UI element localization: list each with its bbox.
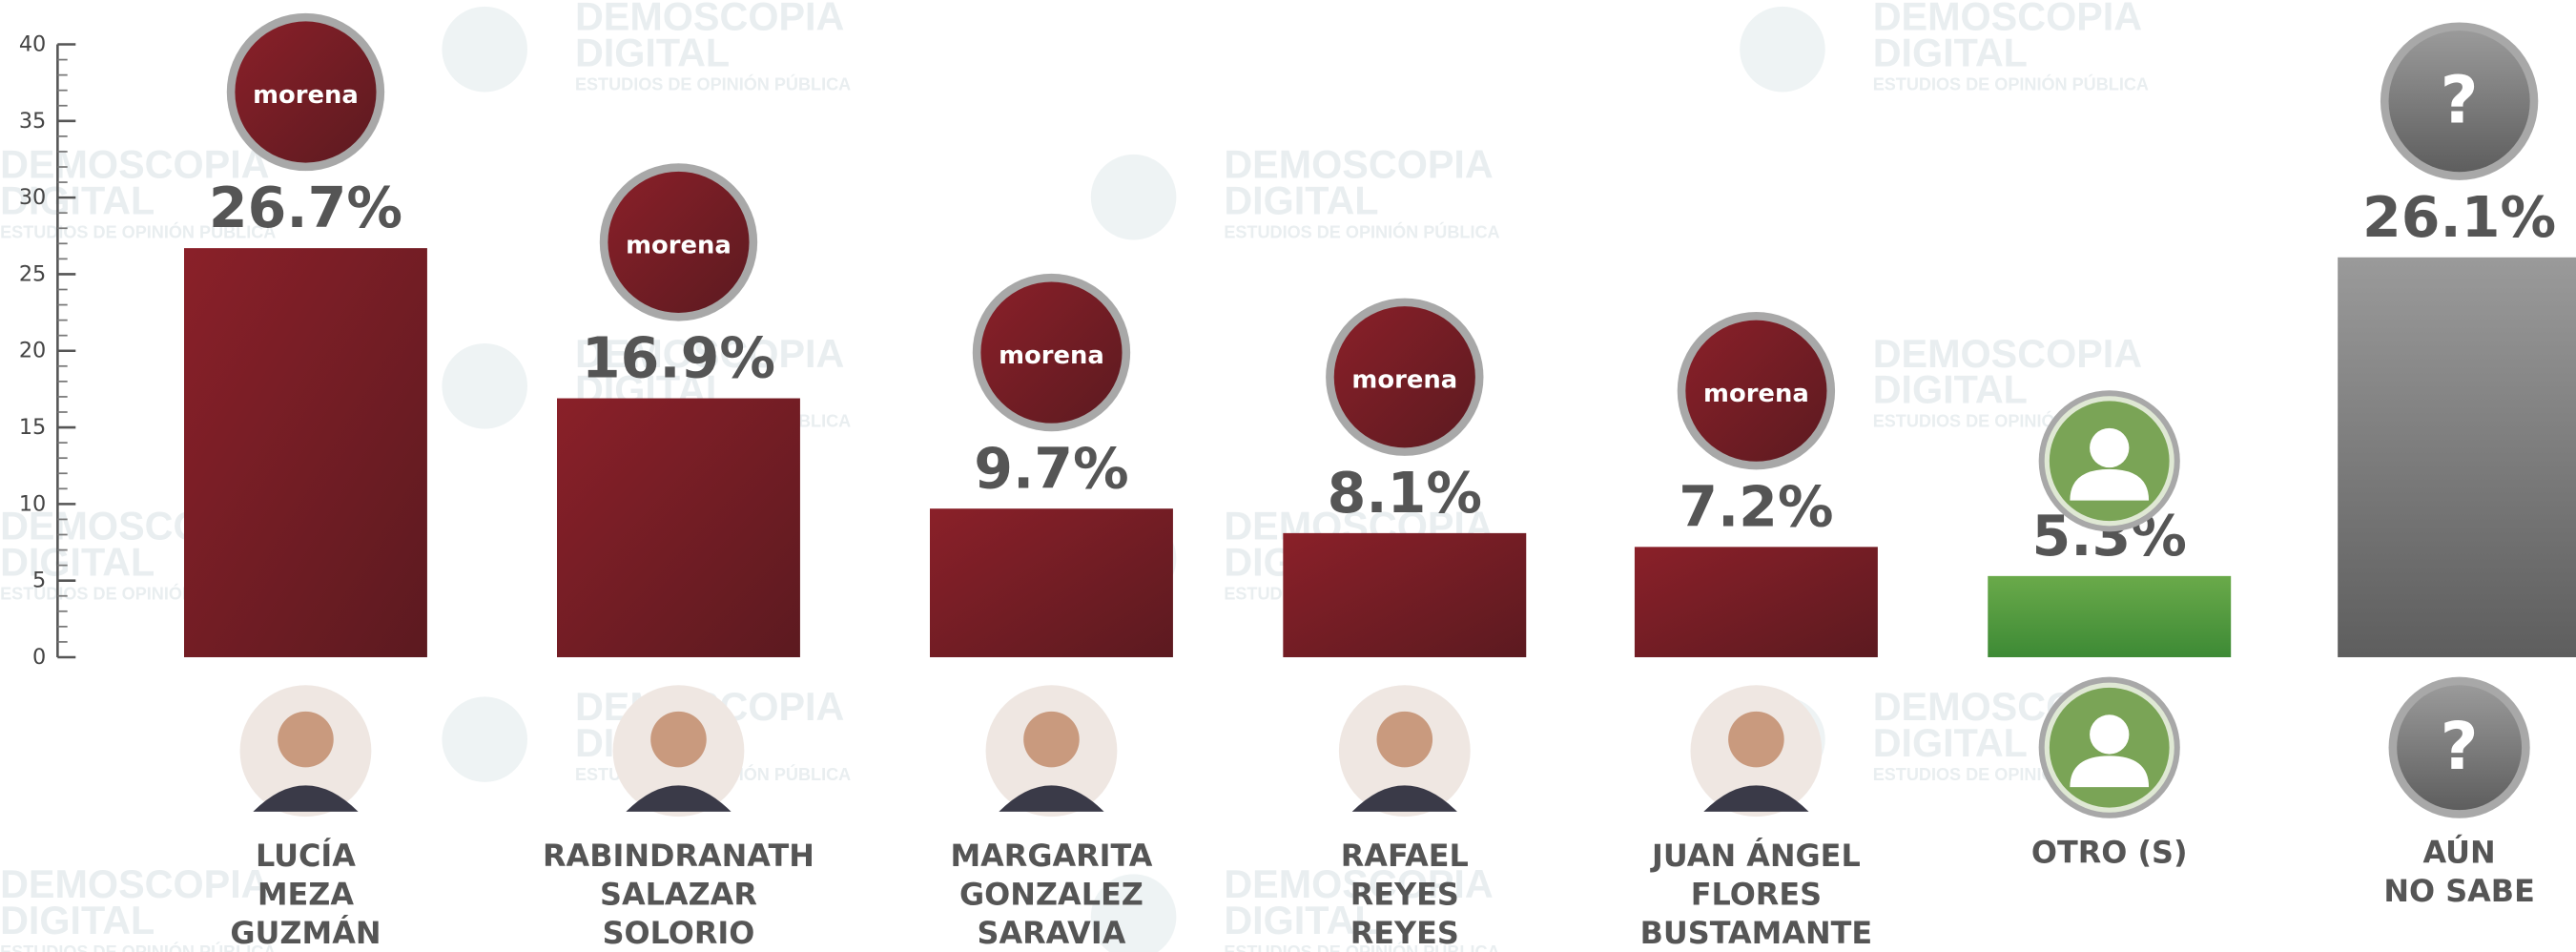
watermark-brand: DIGITAL [1873,368,2028,412]
watermark-brand: DEMOSCOPIA [0,862,269,906]
y-tick-label: 25 [19,261,46,286]
candidate-photo-body [999,785,1104,812]
candidate-photo-body [1703,785,1809,812]
person-icon [2070,468,2150,501]
candidate-photo-face [650,711,707,768]
watermark-brand: DEMOSCOPIA [1224,862,1493,906]
badge [1685,320,1827,462]
y-tick-label: 35 [19,108,46,133]
watermark-logo [442,342,527,429]
badge-label: morena [253,80,359,109]
watermark-tagline: ESTUDIOS DE OPINIÓN PÚBLICA [0,942,276,952]
candidate-photo-body [253,785,359,812]
y-tick-label: 15 [19,415,46,440]
watermark-brand: DEMOSCOPIA [1873,332,2142,376]
watermark-logo [1740,6,1825,93]
bar [1283,532,1527,657]
watermark-logo [442,6,527,93]
bar [1634,547,1878,657]
badge-label: morena [999,341,1104,369]
watermark-tagline: ESTUDIOS DE OPINIÓN PÚBLICA [0,221,276,241]
watermark-tagline: ESTUDIOS DE OPINIÓN PÚBLICA [1224,221,1499,241]
badge [608,171,750,313]
category-label: LUCÍA MEZA GUZMÁN [230,838,381,951]
candidate-photo-face [1023,711,1080,768]
candidate-photo-face [1376,711,1433,768]
person-icon [2090,714,2130,755]
watermark-brand: DIGITAL [0,540,155,584]
watermark-brand: DEMOSCOPIA [575,332,844,376]
category-label: MARGARITA GONZALEZ SARAVIA [950,838,1152,951]
badge-label: ? [2441,63,2479,139]
person-icon [2090,427,2130,468]
y-tick-label: 5 [32,568,46,592]
value-label: 26.7% [209,176,402,240]
bar [183,248,427,657]
watermark-logo [442,696,527,782]
watermark-brand: DEMOSCOPIA [575,0,844,39]
category-label: OTRO (S) [2031,835,2188,871]
watermark-brand: DIGITAL [1224,899,1378,942]
watermark-brand: DIGITAL [0,899,155,942]
watermark-tagline: ESTUDIOS DE OPINIÓN PÚBLICA [1224,942,1499,952]
value-label: 8.1% [1328,461,1482,526]
watermark-brand: DEMOSCOPIA [0,143,269,187]
watermark-brand: DIGITAL [1873,721,2028,765]
badge-label: morena [1703,380,1809,408]
y-tick-label: 10 [19,491,46,516]
watermark-tagline: ESTUDIOS DE OPINIÓN PÚBLICA [1873,73,2149,93]
bar [1988,575,2232,657]
badge-label-lower: ? [2441,709,2479,785]
badge [2397,685,2523,811]
watermark-brand: DIGITAL [575,31,730,74]
bar [557,398,800,657]
candidate-photo-body [626,785,732,812]
value-label: 16.9% [582,326,775,391]
watermark-logo [1090,154,1177,240]
watermark-brand: DEMOSCOPIA [1873,0,2142,39]
value-label: 9.7% [974,436,1128,501]
watermark-brand: DIGITAL [1873,31,2028,74]
badge [235,21,377,163]
badge-label: morena [1351,365,1457,394]
watermark-logo [1090,874,1177,952]
value-label: 26.1% [2362,185,2556,250]
y-tick-label: 40 [19,31,46,56]
person-icon [2070,755,2150,788]
bar [930,508,1173,657]
y-tick-label: 30 [19,185,46,210]
badge-label: morena [626,231,732,259]
watermark-brand: DIGITAL [0,179,155,223]
watermark-brand: DEMOSCOPIA [1224,143,1493,187]
candidate-photo-face [1728,711,1784,768]
category-label: JUAN ÁNGEL FLORES BUSTAMANTE [1640,838,1873,951]
badge [1333,306,1475,448]
bar [2338,257,2576,657]
watermark-tagline: ESTUDIOS DE OPINIÓN PÚBLICA [575,73,851,93]
category-label: RABINDRANATH SALAZAR SOLORIO [543,838,814,951]
candidate-photo-face [278,711,334,768]
value-label: 7.2% [1679,475,1833,540]
y-tick-label: 20 [19,338,46,362]
candidate-photo-body [1351,785,1457,812]
badge [980,281,1123,424]
y-tick-label: 0 [32,644,46,669]
category-label: RAFAEL REYES REYES [1341,838,1469,951]
watermark-brand: DIGITAL [1224,179,1378,223]
badge [2388,31,2530,173]
category-label: AÚN NO SABE [2383,834,2535,909]
